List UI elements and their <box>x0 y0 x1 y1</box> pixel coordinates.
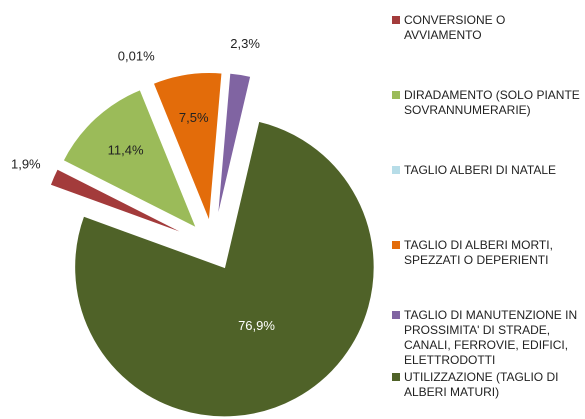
pie-slice <box>49 167 192 238</box>
pie-slice <box>152 71 224 223</box>
legend-label: TAGLIO DI MANUTENZIONE IN PROSSIMITA' DI… <box>404 308 578 367</box>
pie-slice <box>73 120 376 418</box>
pie-slice <box>61 88 199 230</box>
data-label: 7,5% <box>179 110 209 125</box>
data-label: 11,4% <box>108 143 144 158</box>
legend-entry: TAGLIO ALBERI DI NATALE <box>392 163 583 178</box>
legend-label: TAGLIO DI ALBERI MORTI, SPEZZATI O DEPER… <box>404 238 553 267</box>
legend-swatch <box>392 241 400 249</box>
pie-slice <box>216 72 252 223</box>
data-label: 1,9% <box>11 156 41 171</box>
legend-entry: TAGLIO DI MANUTENZIONE IN PROSSIMITA' DI… <box>392 308 583 368</box>
legend-label: CONVERSIONE O AVVIAMENTO <box>404 13 506 42</box>
data-label: 2,3% <box>230 36 260 51</box>
data-label: 0,01% <box>118 48 155 63</box>
legend-swatch <box>392 166 400 174</box>
legend-swatch <box>392 373 400 381</box>
pie-slice <box>146 83 205 225</box>
legend-entry: DIRADAMENTO (SOLO PIANTE SOVRANNUMERARIE… <box>392 88 583 118</box>
legend-entry: CONVERSIONE O AVVIAMENTO <box>392 13 583 43</box>
data-label: 76,9% <box>238 318 275 333</box>
legend-swatch <box>392 91 400 99</box>
legend-label: UTILIZZAZIONE (TAGLIO DI ALBERI MATURI) <box>404 370 559 399</box>
legend-swatch <box>392 311 400 319</box>
legend-entry: UTILIZZAZIONE (TAGLIO DI ALBERI MATURI) <box>392 370 583 400</box>
legend-entry: TAGLIO DI ALBERI MORTI, SPEZZATI O DEPER… <box>392 238 583 268</box>
legend-swatch <box>392 16 400 24</box>
legend-label: DIRADAMENTO (SOLO PIANTE SOVRANNUMERARIE… <box>404 88 580 117</box>
legend-label: TAGLIO ALBERI DI NATALE <box>404 163 557 177</box>
